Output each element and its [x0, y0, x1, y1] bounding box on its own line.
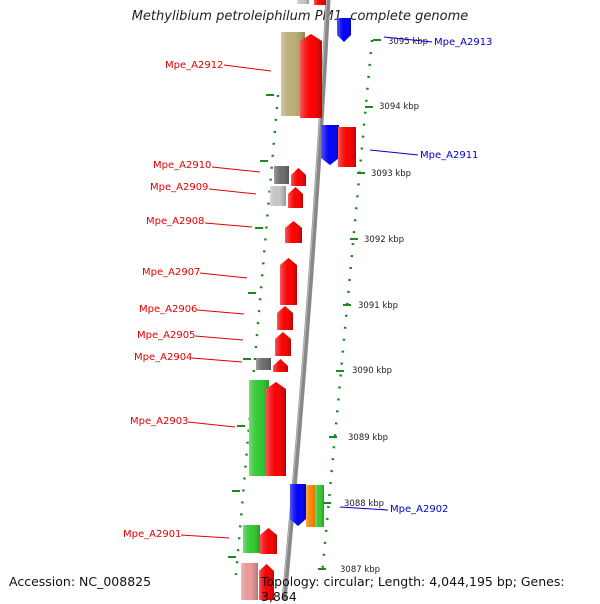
gene-bar-shade: [290, 484, 306, 526]
gc-skew-bar-shade: [256, 358, 271, 370]
gc-skew-bar: [306, 485, 316, 527]
gene-label: Mpe_A2907: [142, 267, 200, 278]
gc-skew-bar: [256, 358, 271, 370]
gc-skew-bar: [270, 186, 286, 206]
gc-skew-bar: [241, 563, 258, 600]
gene-bar-shade: [273, 359, 288, 372]
scale-label: 3089 kbp: [348, 433, 388, 443]
gc-skew-bar: [243, 525, 260, 553]
gene-bar-shade: [337, 18, 351, 42]
gc-skew-bar-shade: [241, 563, 258, 600]
gene-bar-shade: [300, 34, 322, 118]
gene-bar: [321, 125, 339, 165]
gene-bar-shade: [288, 187, 303, 208]
gc-skew-bar: [297, 0, 309, 4]
gene-label: Mpe_A2908: [146, 216, 204, 227]
map-title: Methylibium petroleiphilum PM1, complete…: [131, 9, 469, 24]
gc-skew-bar: [281, 32, 305, 116]
gene-bar-shade: [314, 0, 326, 5]
scale-label: 3093 kbp: [371, 169, 411, 179]
gene-label: Mpe_A2906: [139, 304, 197, 315]
gene-bar: [337, 18, 351, 42]
gene-bar: [260, 528, 277, 554]
gene-bar: [300, 34, 322, 118]
gene-label-leader: [180, 534, 230, 539]
gene-bar: [314, 0, 326, 5]
gene-bar: [277, 306, 293, 330]
scale-label: 3091 kbp: [358, 301, 398, 311]
gene-label-leader: [369, 149, 419, 156]
gene-label: Mpe_A2913: [434, 37, 492, 48]
gene-bar: [291, 168, 306, 186]
left-dotted-ring: [234, 94, 280, 576]
gene-label-leader: [191, 357, 243, 363]
gc-skew-bar: [274, 166, 289, 184]
gc-skew-bar-shade: [281, 32, 305, 116]
gene-label-leader: [211, 166, 261, 173]
gene-bar-shade: [338, 127, 356, 167]
accession-text: Accession: NC_008825: [9, 574, 152, 589]
scale-label: 3087 kbp: [340, 565, 380, 575]
gc-skew-bar: [315, 485, 324, 527]
gene-label: Mpe_A2904: [134, 352, 192, 363]
gene-label-leader: [223, 64, 272, 72]
gene-bar-shade: [291, 168, 306, 186]
gene-bar-shade: [285, 221, 302, 243]
gc-skew-bar-shade: [270, 186, 286, 206]
gene-bar: [290, 484, 306, 526]
scale-label: 3088 kbp: [344, 499, 384, 509]
gene-label-leader: [208, 188, 257, 195]
scale-label: 3095 kbp: [388, 37, 428, 47]
gene-label-leader: [339, 506, 389, 511]
gene-label: Mpe_A2909: [150, 182, 208, 193]
gene-bar: [338, 127, 356, 167]
gene-label: Mpe_A2902: [390, 504, 448, 515]
gene-bar-shade: [277, 306, 293, 330]
gene-bar: [288, 187, 303, 208]
gene-bar: [275, 332, 291, 356]
gene-bar: [259, 564, 274, 600]
scale-label: 3094 kbp: [379, 102, 419, 112]
scale-label: 3090 kbp: [352, 366, 392, 376]
gene-label-leader: [199, 272, 248, 279]
gene-bar-shade: [275, 332, 291, 356]
gc-skew-bar-shade: [306, 485, 316, 527]
gene-bar-shade: [259, 564, 274, 600]
gene-label: Mpe_A2911: [420, 150, 478, 161]
gene-bar-shade: [266, 382, 286, 476]
gene-label-leader: [194, 335, 244, 341]
gene-bar: [280, 258, 297, 305]
gene-bar-shade: [321, 125, 339, 165]
gc-skew-bar: [249, 380, 269, 476]
gene-label-leader: [204, 222, 253, 228]
gc-skew-bar-shade: [249, 380, 269, 476]
gene-label: Mpe_A2903: [130, 416, 188, 427]
gc-skew-bar-shade: [315, 485, 324, 527]
gene-bar: [266, 382, 286, 476]
gene-label-leader: [187, 421, 236, 428]
scale-label: 3092 kbp: [364, 235, 404, 245]
gene-bar-shade: [280, 258, 297, 305]
gene-label: Mpe_A2912: [165, 60, 223, 71]
gene-label: Mpe_A2901: [123, 529, 181, 540]
gene-label: Mpe_A2905: [137, 330, 195, 341]
gene-label-leader: [383, 36, 433, 43]
gc-skew-bar-shade: [297, 0, 309, 4]
gene-label-leader: [196, 309, 245, 315]
gene-bar: [273, 359, 288, 372]
gene-bar-shade: [260, 528, 277, 554]
gene-label: Mpe_A2910: [153, 160, 211, 171]
gene-bar: [285, 221, 302, 243]
gc-skew-bar-shade: [243, 525, 260, 553]
gc-skew-bar-shade: [274, 166, 289, 184]
